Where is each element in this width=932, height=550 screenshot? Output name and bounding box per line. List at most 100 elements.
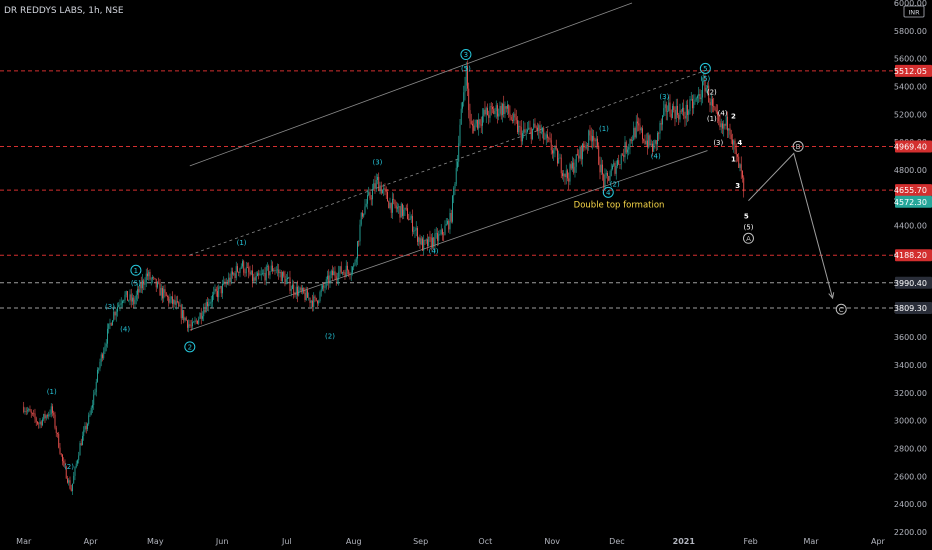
candle-body	[135, 294, 137, 300]
candle-body	[484, 109, 486, 115]
candle-body	[577, 154, 578, 156]
candle-body	[503, 103, 505, 115]
time-axis[interactable]: Mar Apr May Jun Jul Aug Sep Oct Nov Dec 2021 Feb Mar…	[16, 537, 885, 546]
candle-body	[699, 94, 701, 100]
candle-body	[317, 300, 318, 304]
candle-body	[162, 287, 163, 299]
candle-body	[574, 166, 576, 173]
price-tick-label: 2200.00	[894, 528, 927, 537]
candle-body	[514, 113, 516, 118]
price-tick-label: 5800.00	[894, 27, 927, 36]
candle-body	[613, 163, 615, 166]
candle-body	[394, 199, 396, 206]
time-tick-label: 2021	[673, 537, 696, 546]
candle-body	[608, 175, 610, 181]
price-tick-label: 3400.00	[894, 361, 927, 370]
price-axis[interactable]: 6000.005800.005600.005400.005200.005000.…	[894, 0, 932, 537]
candle-body	[203, 309, 205, 317]
candle-body	[30, 411, 32, 414]
candle-body	[189, 324, 191, 326]
candle-body	[350, 272, 352, 275]
candle-body	[377, 176, 378, 181]
candle-body	[159, 283, 161, 296]
channel-lines	[189, 2, 708, 331]
candle-body	[463, 92, 465, 103]
candle-body	[620, 154, 622, 165]
candle-body	[92, 405, 93, 408]
channel-line	[189, 69, 708, 256]
price-label-bg	[895, 64, 932, 77]
candle-body	[204, 309, 206, 313]
candle-body	[385, 189, 387, 193]
candle-body	[245, 267, 247, 274]
candle-body	[333, 271, 335, 276]
candle-body	[737, 154, 738, 157]
wave-label: A	[746, 235, 751, 243]
candle-body	[687, 104, 688, 115]
candle-body	[694, 99, 696, 102]
candle-body	[430, 237, 432, 248]
candle-body	[63, 461, 65, 463]
candle-body	[652, 143, 653, 152]
price-label: 4969.40	[894, 142, 927, 151]
wave-label: (1)	[47, 388, 57, 396]
candle-body	[520, 127, 522, 142]
candle-body	[550, 140, 552, 151]
candle-body	[659, 123, 661, 134]
candle-body	[380, 185, 382, 194]
candle-body	[438, 234, 440, 241]
time-tick-label: Dec	[609, 537, 624, 546]
candle-body	[332, 270, 333, 276]
candle-body	[94, 392, 96, 395]
candle-body	[213, 292, 215, 296]
candle-body	[214, 288, 216, 293]
candle-body	[479, 119, 481, 125]
candle-body	[337, 279, 338, 280]
candle-body	[180, 305, 182, 319]
candle-body	[627, 149, 628, 153]
wave-label: 5	[744, 213, 749, 221]
candle-body	[517, 120, 518, 133]
candle-body	[235, 266, 237, 278]
price-label-bg	[895, 276, 932, 289]
candle-body	[499, 106, 501, 114]
candle-body	[598, 145, 600, 165]
candle-body	[490, 106, 492, 107]
candle-body	[723, 124, 725, 129]
candle-body	[240, 266, 242, 269]
candle-body	[137, 289, 138, 295]
candle-body	[132, 297, 133, 302]
candle-body	[443, 234, 445, 236]
candle-body	[347, 265, 348, 271]
candle-body	[60, 453, 62, 455]
candle-body	[178, 302, 180, 307]
wave-label: (1)	[599, 125, 609, 133]
candle-body	[677, 105, 678, 115]
wave-label-circle	[602, 186, 614, 198]
candle-body	[672, 106, 673, 119]
candle-body	[398, 206, 400, 208]
time-tick-label: Mar	[803, 537, 819, 546]
candle-body	[54, 414, 56, 428]
candle-body	[152, 277, 153, 279]
candle-body	[62, 454, 63, 462]
candle-body	[220, 286, 222, 294]
candle-body	[497, 105, 498, 117]
candle-body	[408, 218, 410, 220]
candle-body	[693, 101, 695, 109]
candle-body	[288, 277, 290, 278]
candle-body	[500, 106, 502, 116]
candle-body	[109, 323, 111, 324]
wave-label: (5)	[744, 224, 754, 232]
candle-body	[304, 292, 306, 300]
candle-body	[97, 369, 98, 382]
candle-body	[33, 413, 35, 414]
candle-body	[472, 123, 473, 126]
candle-body	[610, 169, 612, 177]
candle-body	[390, 202, 392, 213]
candle-body	[554, 146, 556, 151]
candle-body	[599, 164, 601, 173]
candle-body	[519, 125, 521, 128]
